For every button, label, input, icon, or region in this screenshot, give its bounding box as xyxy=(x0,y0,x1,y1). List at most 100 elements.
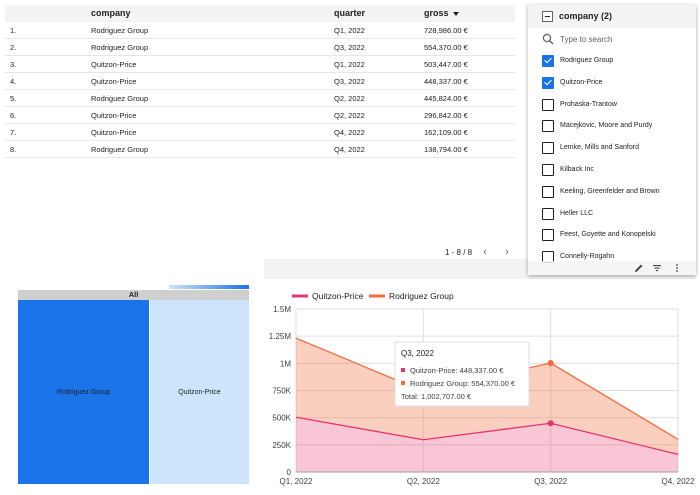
filter-option[interactable]: Rodriguez Group xyxy=(528,50,696,72)
treemap-header[interactable]: All xyxy=(18,290,249,300)
y-tick-label: 250K xyxy=(272,441,291,450)
column-header-company[interactable]: company xyxy=(91,8,131,18)
company-filter-panel: company (2) Type to search Rodriguez Gro… xyxy=(528,5,696,275)
filter-option[interactable]: Quitzon-Price xyxy=(528,72,696,94)
pagination-range: 1 - 8 / 8 xyxy=(445,248,473,257)
filter-option[interactable]: Feest, Goyette and Konopelski xyxy=(528,224,696,246)
cell-company: Quitzon-Price xyxy=(91,111,137,120)
table-row[interactable]: 2. Rodriguez Group Q3, 2022 554,370.00 € xyxy=(5,39,515,56)
next-page-icon[interactable]: › xyxy=(505,246,509,258)
column-header-gross-label: gross xyxy=(424,8,449,18)
cell-company: Quitzon-Price xyxy=(91,128,137,137)
filter-option[interactable]: Kilback Inc xyxy=(528,159,696,181)
option-checkbox[interactable] xyxy=(542,229,554,242)
row-index: 3. xyxy=(10,60,17,69)
filter-option[interactable]: Heller LLC xyxy=(528,203,696,225)
y-tick-label: 750K xyxy=(272,387,291,396)
tooltip-line: Quitzon-Price: 448,337.00 € xyxy=(410,366,504,375)
treemap-cell-quitzon[interactable]: Quitzon-Price xyxy=(150,300,249,484)
option-label: Prohaska-Trantow xyxy=(560,100,617,108)
search-icon xyxy=(542,33,554,45)
option-label: Macejkovic, Moore and Purdy xyxy=(560,122,653,130)
cell-company: Rodriguez Group xyxy=(91,26,149,35)
option-checkbox[interactable] xyxy=(542,55,554,67)
cell-company: Rodriguez Group xyxy=(91,43,149,52)
cell-company: Rodriguez Group xyxy=(91,145,149,154)
filter-option[interactable]: Lemke, Mills and Sanford xyxy=(528,137,696,159)
option-checkbox[interactable] xyxy=(542,142,554,155)
option-checkbox[interactable] xyxy=(542,76,554,89)
data-table: company quarter gross 1. Rodriguez Group Q… xyxy=(5,5,515,158)
tooltip-line: Rodriguez Group: 554,370.00 € xyxy=(410,379,516,388)
cell-quarter: Q4, 2022 xyxy=(334,128,365,137)
table-row[interactable]: 4. Quitzon-Price Q3, 2022 448,337.00 € xyxy=(5,73,515,90)
filter-toolbar xyxy=(528,261,696,275)
option-label: Connelly-Rogahn xyxy=(560,253,615,261)
table-row[interactable]: 5. Rodriguez Group Q2, 2022 445,824.00 € xyxy=(5,90,515,107)
table-row[interactable]: 1. Rodriguez Group Q1, 2022 728,986.00 € xyxy=(5,22,515,39)
table-header: company quarter gross xyxy=(5,5,515,22)
cell-quarter: Q2, 2022 xyxy=(334,94,365,103)
row-index: 7. xyxy=(10,128,17,137)
tooltip-swatch xyxy=(401,381,405,385)
row-index: 6. xyxy=(10,111,17,120)
y-tick-label: 0 xyxy=(287,468,292,477)
option-label: Keeling, Greenfelder and Brown xyxy=(560,187,660,195)
cell-company: Quitzon-Price xyxy=(91,77,137,86)
cell-gross: 138,794.00 € xyxy=(424,145,468,154)
area-chart: 0 250K 500K 750K 1M 1.25M 1.5M Q1, 2022 Q2, 2022… xyxy=(269,291,695,486)
filter-option[interactable]: Prohaska-Trantow xyxy=(528,94,696,116)
area-quitzon xyxy=(296,417,678,472)
cell-gross: 554,370.00 € xyxy=(424,43,468,52)
table-row[interactable]: 7. Quitzon-Price Q4, 2022 162,109.00 € xyxy=(5,124,515,141)
filter-title: company (2) xyxy=(559,11,613,21)
cell-quarter: Q3, 2022 xyxy=(334,77,365,86)
search-input[interactable]: Type to search xyxy=(560,35,613,44)
table-row[interactable]: 6. Quitzon-Price Q2, 2022 296,842.00 € xyxy=(5,107,515,124)
cell-gross: 503,447.00 € xyxy=(424,60,468,69)
row-index: 1. xyxy=(10,26,17,35)
row-index: 8. xyxy=(10,145,17,154)
option-checkbox[interactable] xyxy=(542,163,554,176)
column-header-gross[interactable]: gross xyxy=(424,8,459,18)
column-header-quarter[interactable]: quarter xyxy=(334,8,366,18)
cell-company: Rodriguez Group xyxy=(91,94,149,103)
pencil-icon[interactable] xyxy=(634,263,644,273)
cell-gross: 445,824.00 € xyxy=(424,94,468,103)
sort-desc-icon[interactable] xyxy=(452,11,459,16)
option-label: Rodriguez Group xyxy=(560,57,614,64)
prev-page-icon[interactable]: ‹ xyxy=(483,246,487,258)
treemap-cell-rodriguez[interactable]: Rodriguez Group xyxy=(18,300,149,484)
option-checkbox[interactable] xyxy=(542,98,554,111)
table-row[interactable]: 8. Rodriguez Group Q4, 2022 138,794.00 € xyxy=(5,141,515,158)
option-label: Kilback Inc xyxy=(560,165,594,173)
filter-option[interactable]: Macejkovic, Moore and Purdy xyxy=(528,115,696,137)
cell-gross: 162,109.00 € xyxy=(424,128,468,137)
line-quitzon xyxy=(295,416,679,456)
x-tick-label: Q4, 2022 xyxy=(662,477,695,486)
data-point-quitzon-q3 xyxy=(547,420,554,427)
tooltip-box xyxy=(394,341,530,407)
option-checkbox[interactable] xyxy=(542,185,554,198)
option-checkbox[interactable] xyxy=(542,120,554,133)
option-checkbox[interactable] xyxy=(542,207,554,220)
filter-search[interactable]: Type to search xyxy=(528,28,696,50)
more-vert-icon[interactable] xyxy=(672,263,682,273)
row-index: 5. xyxy=(10,94,17,103)
y-tick-label: 500K xyxy=(272,414,291,423)
option-label: Quitzon-Price xyxy=(560,78,603,86)
y-tick-label: 1M xyxy=(280,359,291,368)
cell-quarter: Q2, 2022 xyxy=(334,111,365,120)
filter-option[interactable]: Keeling, Greenfelder and Brown xyxy=(528,181,696,203)
cell-quarter: Q1, 2022 xyxy=(334,60,365,69)
filter-lines-icon[interactable] xyxy=(652,263,662,273)
select-all-checkbox[interactable] xyxy=(542,11,553,22)
y-tick-label: 1.25M xyxy=(269,332,292,341)
y-tick-label: 1.5M xyxy=(273,305,291,314)
option-label: Lemke, Mills and Sanford xyxy=(560,144,639,152)
tooltip-title: Q3, 2022 xyxy=(401,349,434,358)
option-label: Feest, Goyette and Konopelski xyxy=(560,231,656,239)
option-label: Heller LLC xyxy=(560,209,594,217)
legend-label: Rodriguez Group xyxy=(389,291,454,301)
table-row[interactable]: 3. Quitzon-Price Q1, 2022 503,447.00 € xyxy=(5,56,515,73)
